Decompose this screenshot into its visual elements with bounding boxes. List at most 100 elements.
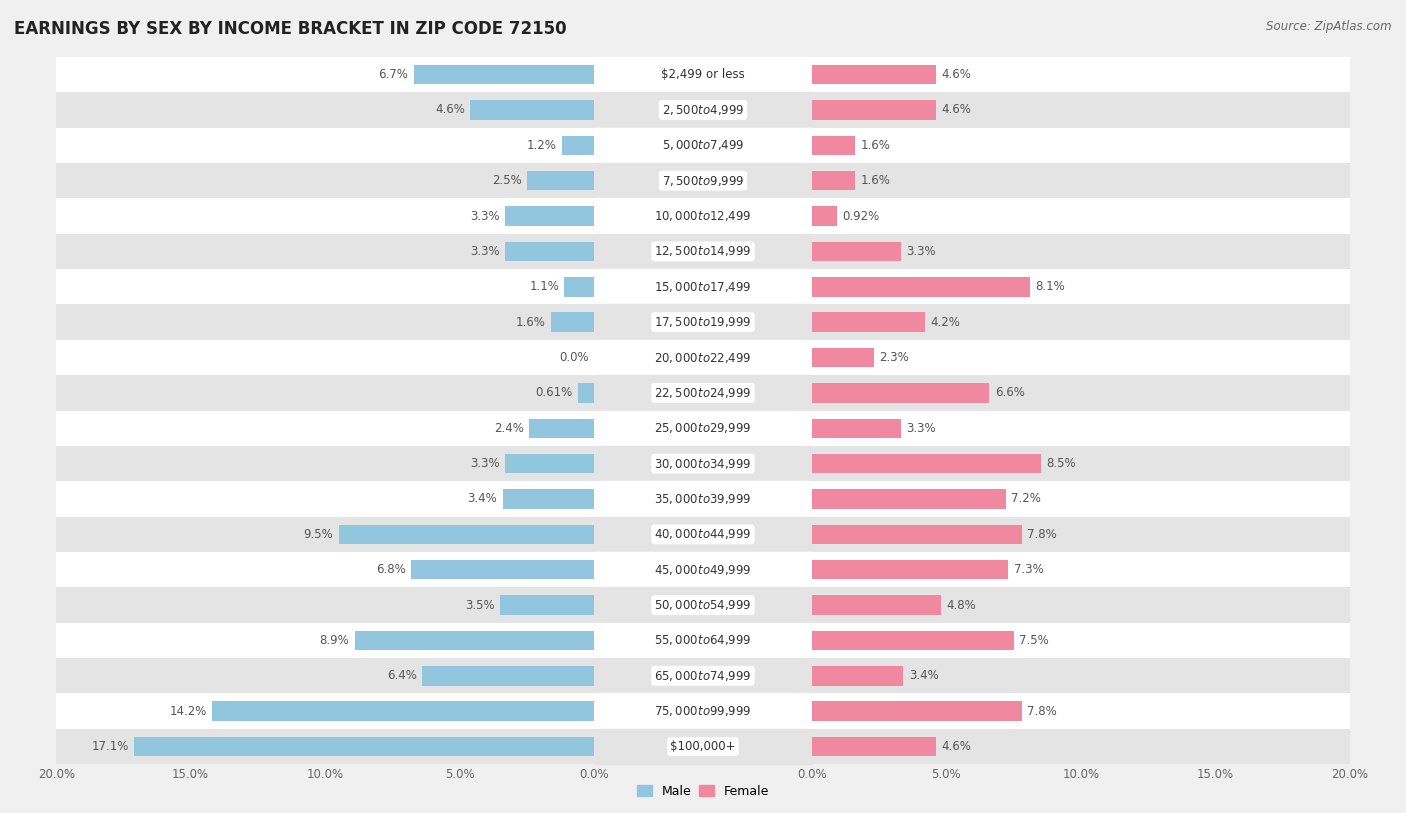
Bar — [56, 340, 593, 376]
Text: 1.2%: 1.2% — [526, 139, 557, 152]
Bar — [813, 312, 925, 332]
Text: 1.6%: 1.6% — [860, 139, 890, 152]
Text: 6.8%: 6.8% — [375, 563, 406, 576]
Text: 3.4%: 3.4% — [467, 493, 498, 506]
Bar — [813, 524, 1022, 544]
Bar — [134, 737, 593, 756]
Bar — [56, 659, 593, 693]
Text: 1.1%: 1.1% — [529, 280, 560, 293]
Text: 8.1%: 8.1% — [1035, 280, 1064, 293]
Text: $75,000 to $99,999: $75,000 to $99,999 — [654, 704, 752, 718]
Text: 1.6%: 1.6% — [860, 174, 890, 187]
Text: $15,000 to $17,499: $15,000 to $17,499 — [654, 280, 752, 293]
Bar — [813, 728, 1350, 764]
Text: 4.8%: 4.8% — [946, 598, 976, 611]
Bar — [813, 207, 837, 226]
Bar — [813, 595, 941, 615]
Bar — [505, 241, 593, 261]
Text: $65,000 to $74,999: $65,000 to $74,999 — [654, 669, 752, 683]
Bar — [56, 163, 593, 198]
Bar — [813, 277, 1029, 297]
Text: $10,000 to $12,499: $10,000 to $12,499 — [654, 209, 752, 223]
Text: 4.6%: 4.6% — [434, 103, 465, 116]
Text: 3.3%: 3.3% — [905, 245, 936, 258]
Text: 7.2%: 7.2% — [1011, 493, 1040, 506]
Text: 4.6%: 4.6% — [941, 103, 972, 116]
Bar — [813, 128, 1350, 163]
Text: $12,500 to $14,999: $12,500 to $14,999 — [654, 245, 752, 259]
Bar — [813, 489, 1005, 509]
Bar — [562, 136, 593, 155]
Bar — [56, 693, 593, 728]
Text: $5,000 to $7,499: $5,000 to $7,499 — [662, 138, 744, 152]
Bar — [56, 57, 593, 92]
Bar — [339, 524, 593, 544]
Bar — [813, 481, 1350, 517]
Bar — [527, 171, 593, 190]
Bar — [56, 198, 593, 234]
Bar — [813, 340, 1350, 376]
Text: 8.5%: 8.5% — [1046, 457, 1076, 470]
Bar — [212, 702, 593, 721]
Text: $20,000 to $22,499: $20,000 to $22,499 — [654, 350, 752, 364]
Bar — [56, 128, 593, 163]
Bar — [813, 234, 1350, 269]
Bar — [551, 312, 593, 332]
Text: $100,000+: $100,000+ — [671, 740, 735, 753]
Text: $35,000 to $39,999: $35,000 to $39,999 — [654, 492, 752, 506]
Text: 6.6%: 6.6% — [995, 386, 1025, 399]
Bar — [56, 552, 593, 587]
Bar — [471, 100, 593, 120]
Bar — [813, 376, 1350, 411]
Text: 7.5%: 7.5% — [1019, 634, 1049, 647]
Text: $2,499 or less: $2,499 or less — [661, 68, 745, 81]
Bar — [56, 234, 593, 269]
Bar — [813, 659, 1350, 693]
Bar — [505, 454, 593, 473]
Bar — [813, 737, 935, 756]
Legend: Male, Female: Male, Female — [631, 780, 775, 802]
Text: 4.6%: 4.6% — [941, 740, 972, 753]
Bar — [530, 419, 593, 438]
Bar — [813, 446, 1350, 481]
Bar — [813, 348, 873, 367]
Bar — [56, 517, 593, 552]
Bar — [813, 163, 1350, 198]
Bar — [813, 269, 1350, 304]
Bar — [813, 305, 1350, 340]
Text: 3.3%: 3.3% — [905, 422, 936, 435]
Bar — [56, 269, 593, 304]
Text: $2,500 to $4,999: $2,500 to $4,999 — [662, 103, 744, 117]
Bar — [813, 136, 855, 155]
Text: $7,500 to $9,999: $7,500 to $9,999 — [662, 174, 744, 188]
Bar — [813, 383, 990, 402]
Text: 2.4%: 2.4% — [495, 422, 524, 435]
Text: 7.8%: 7.8% — [1026, 705, 1057, 718]
Text: 3.5%: 3.5% — [465, 598, 495, 611]
Bar — [502, 489, 593, 509]
Bar — [813, 411, 1350, 446]
Bar — [813, 517, 1350, 552]
Text: 9.5%: 9.5% — [304, 528, 333, 541]
Bar — [56, 481, 593, 517]
Bar — [813, 92, 1350, 128]
Bar — [813, 666, 904, 685]
Text: Source: ZipAtlas.com: Source: ZipAtlas.com — [1267, 20, 1392, 33]
Bar — [422, 666, 593, 685]
Text: $40,000 to $44,999: $40,000 to $44,999 — [654, 528, 752, 541]
Text: $50,000 to $54,999: $50,000 to $54,999 — [654, 598, 752, 612]
Bar — [813, 587, 1350, 623]
Bar — [813, 57, 1350, 92]
Text: 3.4%: 3.4% — [908, 669, 939, 682]
Bar — [56, 376, 593, 411]
Text: EARNINGS BY SEX BY INCOME BRACKET IN ZIP CODE 72150: EARNINGS BY SEX BY INCOME BRACKET IN ZIP… — [14, 20, 567, 38]
Bar — [564, 277, 593, 297]
Bar — [505, 207, 593, 226]
Bar — [413, 65, 593, 85]
Bar — [56, 411, 593, 446]
Bar — [813, 702, 1022, 721]
Bar — [56, 728, 593, 764]
Text: 3.3%: 3.3% — [470, 245, 501, 258]
Text: $30,000 to $34,999: $30,000 to $34,999 — [654, 457, 752, 471]
Bar — [813, 65, 935, 85]
